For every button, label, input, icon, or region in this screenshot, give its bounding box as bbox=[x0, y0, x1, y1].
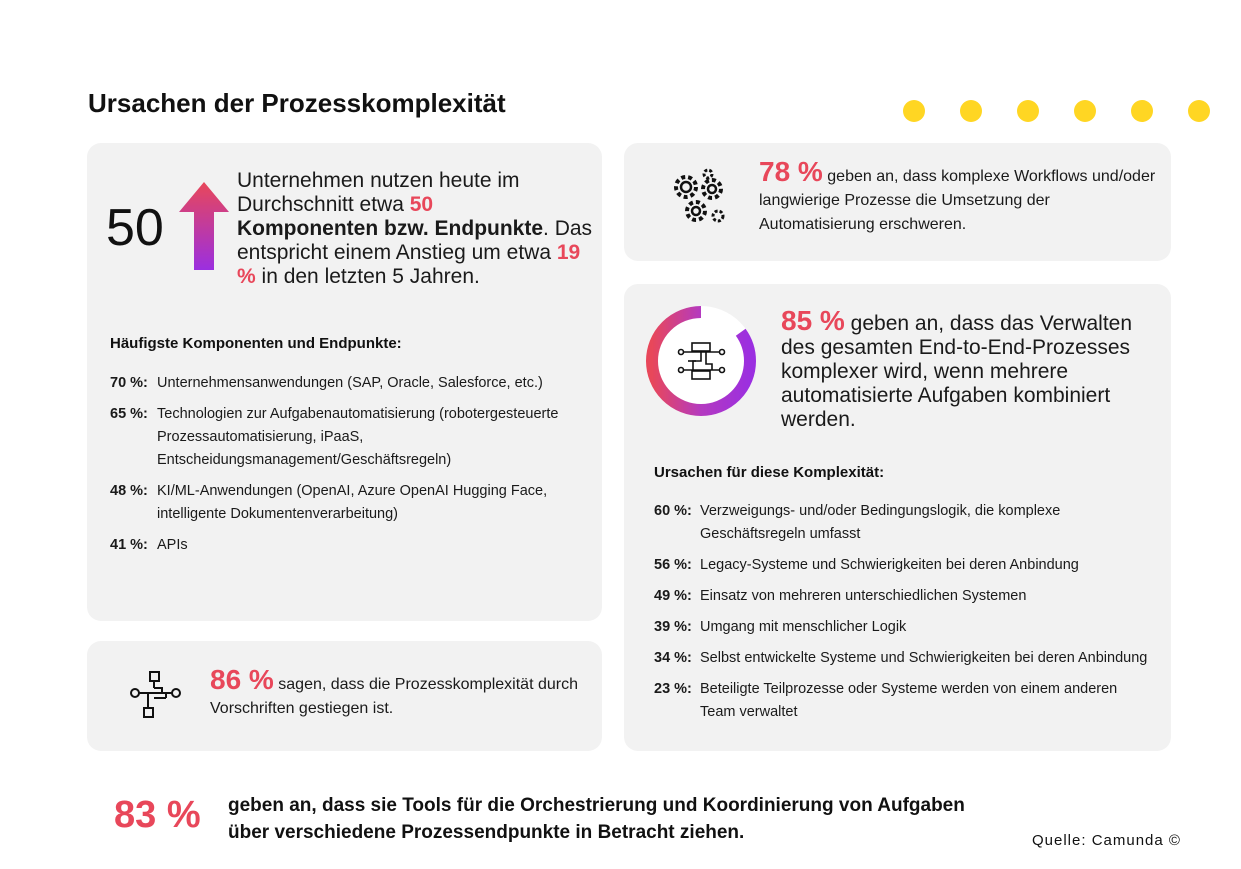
item-text: KI/ML-Anwendungen (OpenAI, Azure OpenAI … bbox=[157, 483, 548, 522]
list-item: 34 %: Selbst entwickelte Systeme und Schw… bbox=[654, 647, 1154, 670]
item-pct: 65 %: bbox=[110, 406, 148, 422]
lead-bold-text: Komponenten bzw. Endpunkte bbox=[237, 217, 544, 240]
orchestration-text: geben an, dass sie Tools für die Orchest… bbox=[228, 795, 965, 843]
components-big-number: 50 bbox=[106, 199, 164, 257]
item-pct: 70 %: bbox=[110, 375, 148, 391]
lead-pct-19: 19 % bbox=[237, 241, 581, 288]
list-item: 49 %: Einsatz von mehreren unterschiedlic… bbox=[654, 585, 1154, 608]
lead-text-2: . Das entspricht einem Anstieg um etwa bbox=[237, 217, 593, 264]
components-lead-text: Unternehmen nutzen heute im Durchschnitt… bbox=[237, 169, 597, 289]
list-item: 56 %: Legacy-Systeme und Schwierigkeiten … bbox=[654, 554, 1154, 577]
item-text: Legacy-Systeme und Schwierigkeiten bei d… bbox=[700, 557, 1079, 573]
end-to-end-desc: geben an, dass das Verwalten des gesamte… bbox=[781, 312, 1133, 431]
complexity-heading: Ursachen für diese Komplexität: bbox=[654, 464, 885, 481]
end-to-end-pct: 85 % bbox=[781, 305, 845, 336]
item-text: APIs bbox=[157, 537, 188, 553]
up-arrow-icon bbox=[179, 182, 229, 270]
percentage-ring bbox=[646, 306, 756, 416]
item-pct: 34 %: bbox=[654, 650, 692, 666]
regulations-pct: 86 % bbox=[210, 664, 274, 695]
components-heading: Häufigste Komponenten und Endpunkte: bbox=[110, 335, 402, 352]
item-pct: 48 %: bbox=[110, 483, 148, 499]
item-pct: 23 %: bbox=[654, 681, 692, 697]
workflows-text: 78 % geben an, dass komplexe Workflows u… bbox=[759, 158, 1159, 237]
ring-progress bbox=[646, 306, 756, 416]
decorative-dots bbox=[903, 100, 1213, 124]
components-card bbox=[87, 143, 602, 621]
process-flow-icon bbox=[130, 671, 181, 718]
dot-icon bbox=[1074, 100, 1096, 122]
lead-text-3: in den letzten 5 Jahren. bbox=[255, 265, 480, 288]
page-title: Ursachen der Prozesskomplexität bbox=[88, 88, 506, 118]
dot-icon bbox=[960, 100, 982, 122]
dot-icon bbox=[903, 100, 925, 122]
lead-pct-50: 50 bbox=[409, 193, 434, 216]
lead-text-1: Unternehmen nutzen heute im Durchschnitt… bbox=[237, 169, 520, 216]
item-pct: 60 %: bbox=[654, 503, 692, 519]
complexity-list: 60 %: Verzweigungs- und/oder Bedingungslo… bbox=[654, 500, 1154, 732]
regulations-text: 86 % sagen, dass die Prozesskomplexität … bbox=[210, 666, 590, 721]
item-text: Einsatz von mehreren unterschiedlichen S… bbox=[700, 588, 1027, 604]
item-text: Selbst entwickelte Systeme und Schwierig… bbox=[700, 650, 1148, 666]
dot-icon bbox=[1188, 100, 1210, 122]
list-item: 39 %: Umgang mit menschlicher Logik bbox=[654, 616, 1154, 639]
list-item: 23 %: Beteiligte Teilprozesse oder System… bbox=[654, 678, 1154, 724]
source-credit: Quelle: Camunda © bbox=[1032, 832, 1181, 849]
dot-icon bbox=[1017, 100, 1039, 122]
circuit-icon bbox=[677, 342, 726, 380]
item-pct: 49 %: bbox=[654, 588, 692, 604]
gears-icon bbox=[674, 168, 725, 223]
item-text: Beteiligte Teilprozesse oder Systeme wer… bbox=[700, 681, 1118, 720]
workflows-desc: geben an, dass komplexe Workflows und/od… bbox=[759, 168, 1156, 233]
list-item: 41 %: APIs bbox=[110, 534, 590, 557]
item-text: Unternehmensanwendungen (SAP, Oracle, Sa… bbox=[157, 375, 543, 391]
workflows-card bbox=[624, 143, 1171, 261]
list-item: 70 %: Unternehmensanwendungen (SAP, Oracl… bbox=[110, 372, 590, 395]
end-to-end-text: 85 % geben an, dass das Verwalten des ge… bbox=[781, 307, 1161, 432]
item-text: Verzweigungs- und/oder Bedingungslogik, … bbox=[700, 503, 1061, 542]
orchestration-pct: 83 % bbox=[114, 794, 201, 836]
list-item: 65 %: Technologien zur Aufgabenautomatisi… bbox=[110, 403, 590, 472]
item-pct: 41 %: bbox=[110, 537, 148, 553]
item-pct: 39 %: bbox=[654, 619, 692, 635]
workflows-pct: 78 % bbox=[759, 156, 823, 187]
item-text: Umgang mit menschlicher Logik bbox=[700, 619, 907, 635]
dot-icon bbox=[1131, 100, 1153, 122]
list-item: 60 %: Verzweigungs- und/oder Bedingungslo… bbox=[654, 500, 1154, 546]
item-pct: 56 %: bbox=[654, 557, 692, 573]
item-text: Technologien zur Aufgabenautomatisierung… bbox=[157, 406, 559, 468]
list-item: 48 %: KI/ML-Anwendungen (OpenAI, Azure Op… bbox=[110, 480, 590, 526]
components-list: 70 %: Unternehmensanwendungen (SAP, Oracl… bbox=[110, 372, 590, 565]
regulations-desc: sagen, dass die Prozesskomplexität durch… bbox=[210, 676, 578, 717]
